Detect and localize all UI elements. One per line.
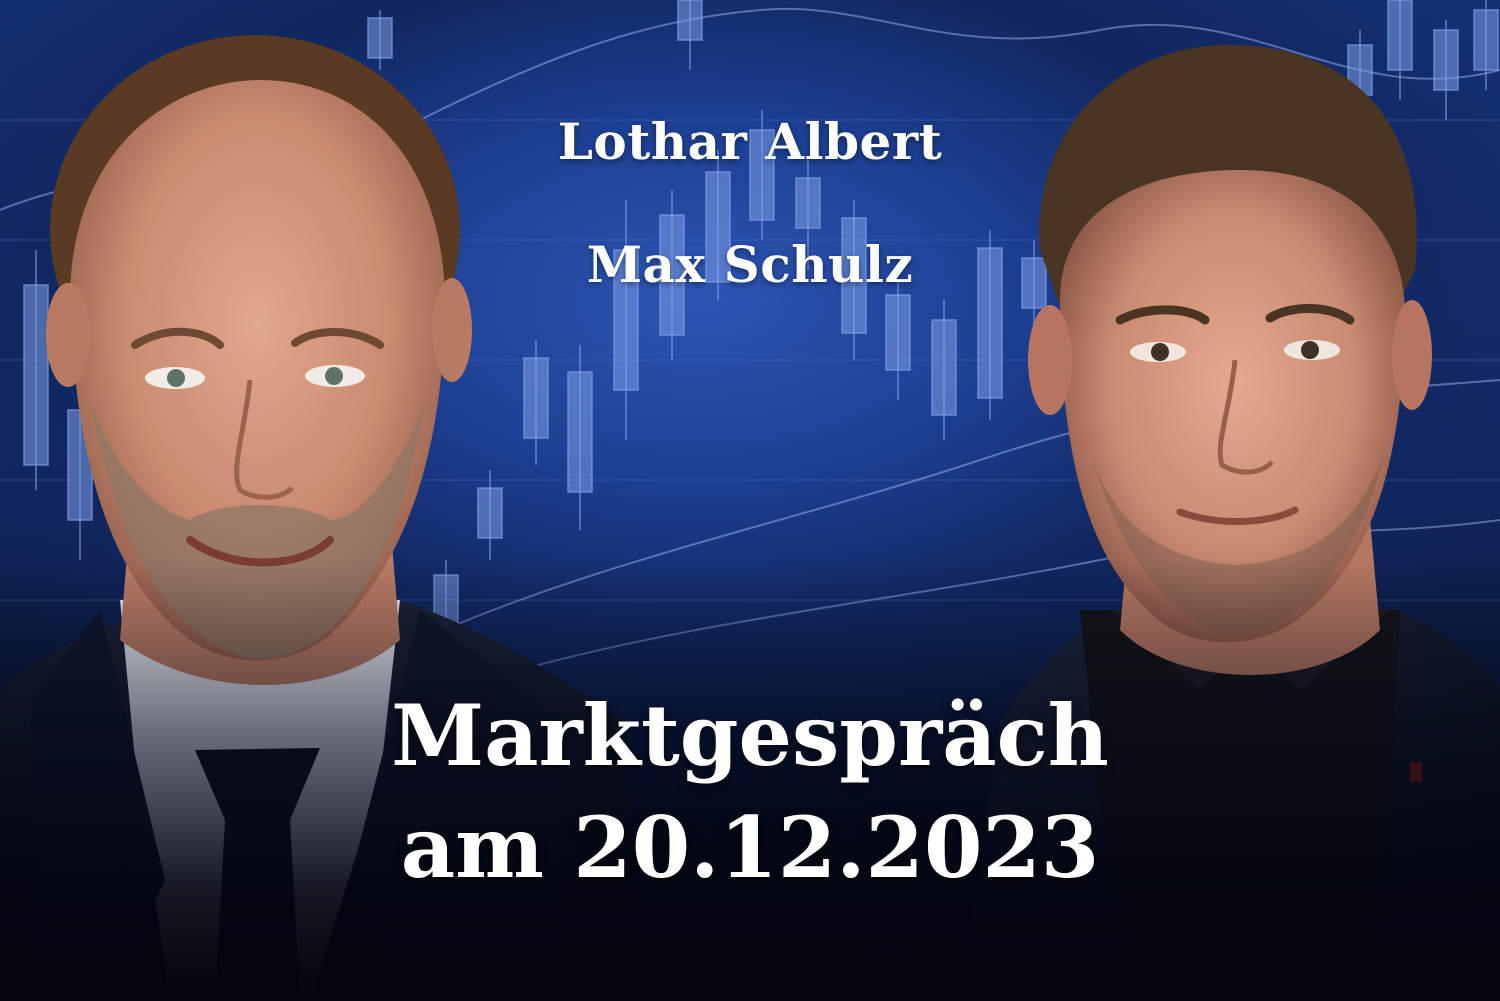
headline: Marktgespräch am 20.12.2023: [250, 680, 1250, 904]
bottom-gradient-overlay: [0, 560, 1500, 1001]
speaker-name-2: Max Schulz: [586, 235, 914, 294]
speaker-name-1: Lothar Albert: [557, 112, 943, 171]
headline-line-1: Marktgespräch: [391, 686, 1109, 785]
headline-line-2: am 20.12.2023: [400, 798, 1100, 897]
